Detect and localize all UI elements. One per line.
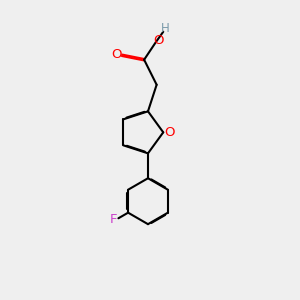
Text: F: F: [110, 213, 117, 226]
Text: O: O: [112, 48, 122, 61]
Text: H: H: [161, 22, 170, 35]
Text: O: O: [153, 34, 164, 47]
Text: O: O: [164, 126, 175, 139]
